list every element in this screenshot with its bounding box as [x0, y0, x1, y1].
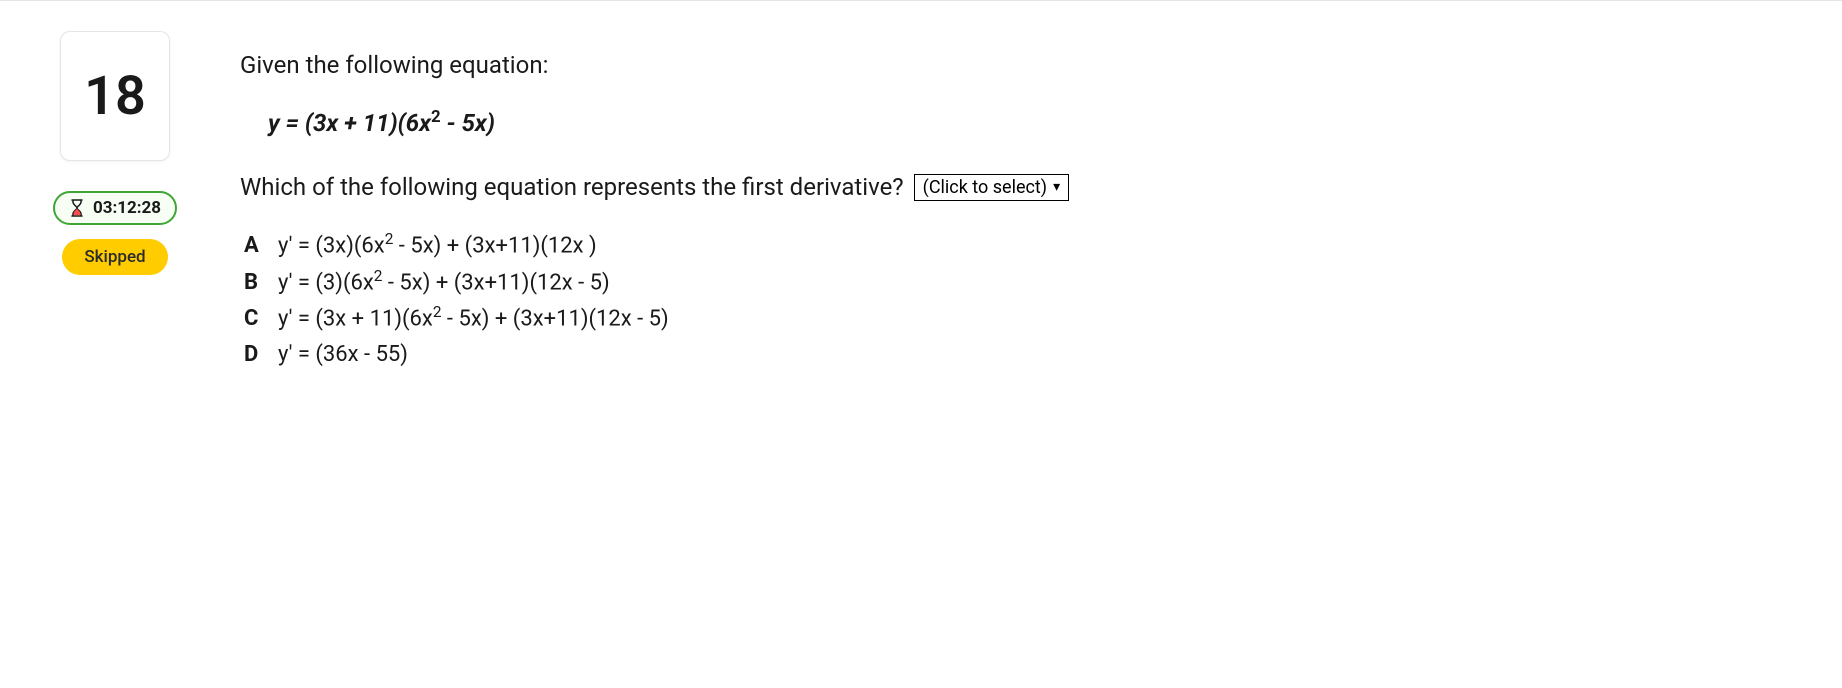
choice-label: D — [244, 337, 264, 372]
side-widgets: 03:12:28 Skipped — [53, 191, 177, 275]
choices-list: Ay' = (3x)(6x2 - 5x) + (3x+11)(12x )By' … — [244, 227, 1802, 372]
choice-label: C — [244, 301, 264, 336]
choice-row[interactable]: Cy' = (3x + 11)(6x2 - 5x) + (3x+11)(12x … — [244, 300, 1802, 337]
timer-pill: 03:12:28 — [53, 191, 177, 225]
select-placeholder: (Click to select) — [923, 177, 1047, 198]
skipped-badge[interactable]: Skipped — [62, 239, 167, 275]
left-column: 18 03:12:28 Skipped — [40, 31, 190, 658]
given-equation: y = (3x + 11)(6x2 - 5x) — [268, 107, 1802, 137]
chevron-down-icon: ▾ — [1053, 179, 1060, 195]
choice-label: B — [244, 265, 264, 300]
question-number-card: 18 — [60, 31, 170, 161]
prompt-intro: Given the following equation: — [240, 51, 1802, 79]
hourglass-icon — [69, 199, 85, 217]
prompt-followup: Which of the following equation represen… — [240, 173, 904, 201]
question-number: 18 — [84, 65, 146, 128]
choice-row[interactable]: Ay' = (3x)(6x2 - 5x) + (3x+11)(12x ) — [244, 227, 1802, 264]
choice-label: A — [244, 228, 264, 263]
choice-body: y' = (3)(6x2 - 5x) + (3x+11)(12x - 5) — [278, 264, 610, 301]
choice-body: y' = (3x)(6x2 - 5x) + (3x+11)(12x ) — [278, 227, 597, 264]
question-page: 18 03:12:28 Skipped Given the following … — [0, 0, 1842, 688]
prompt-followup-row: Which of the following equation represen… — [240, 173, 1802, 201]
answer-select[interactable]: (Click to select) ▾ — [914, 174, 1069, 201]
choice-body: y' = (36x - 55) — [278, 337, 408, 372]
choice-row[interactable]: By' = (3)(6x2 - 5x) + (3x+11)(12x - 5) — [244, 264, 1802, 301]
choice-row[interactable]: Dy' = (36x - 55) — [244, 337, 1802, 372]
question-content: Given the following equation: y = (3x + … — [240, 31, 1802, 658]
choice-body: y' = (3x + 11)(6x2 - 5x) + (3x+11)(12x -… — [278, 300, 669, 337]
timer-value: 03:12:28 — [93, 198, 161, 218]
skipped-label: Skipped — [84, 247, 145, 267]
